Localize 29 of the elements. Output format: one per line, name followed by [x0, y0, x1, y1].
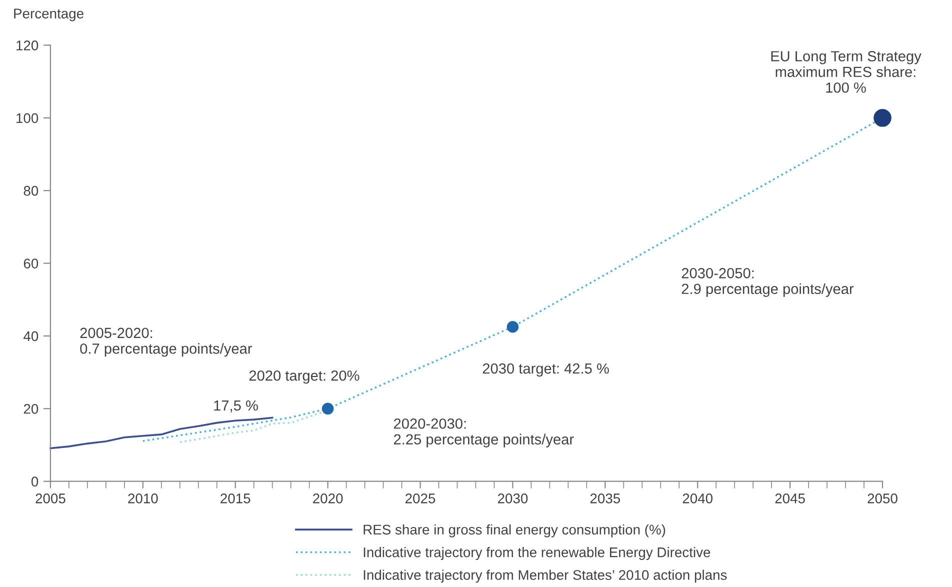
- y-tick-label: 60: [24, 258, 38, 268]
- y-tick-label: 100: [16, 113, 38, 124]
- x-tick-label: 2035: [590, 494, 620, 504]
- y-axis-title: Percentage: [14, 8, 84, 22]
- legend-label: RES share in gross final energy consumption (%): [364, 524, 666, 538]
- annotation: 2030-2050: 2.9 percentage points/year: [682, 268, 854, 297]
- x-tick-label: 2025: [406, 494, 436, 504]
- x-tick-label: 2005: [36, 494, 66, 504]
- annotation: EU Long Term Strategy maximum RES share: 100 %: [771, 51, 922, 93]
- x-tick-label: 2010: [128, 494, 158, 504]
- x-tick-label: 2045: [775, 494, 805, 504]
- y-tick-label: 20: [24, 404, 38, 414]
- annotation: 17,5 %: [214, 400, 258, 412]
- annotation: 2005-2020: 0.7 percentage points/year: [80, 328, 252, 357]
- x-tick-label: 2030: [498, 494, 528, 504]
- x-tick-label: 2015: [220, 494, 250, 504]
- y-tick-label: 40: [24, 331, 38, 342]
- x-tick-label: 2020: [313, 494, 343, 504]
- annotation: 2020-2030: 2.25 percentage points/year: [394, 418, 574, 448]
- line-series: [50, 416, 274, 450]
- legend-label: Indicative trajectory from the renewable Energy Directive: [364, 547, 710, 560]
- legend-label: Indicative trajectory from Member States’ 2010 action plans: [364, 570, 727, 583]
- x-tick-label: 2040: [682, 494, 713, 504]
- y-tick-label: 0: [31, 476, 38, 487]
- x-tick-label: 2050: [868, 494, 898, 504]
- annotation: 2020 target: 20%: [249, 370, 360, 384]
- y-tick-label: 80: [24, 186, 38, 196]
- annotation: 2030 target: 42.5 %: [482, 363, 609, 377]
- y-tick-label: 120: [16, 40, 38, 50]
